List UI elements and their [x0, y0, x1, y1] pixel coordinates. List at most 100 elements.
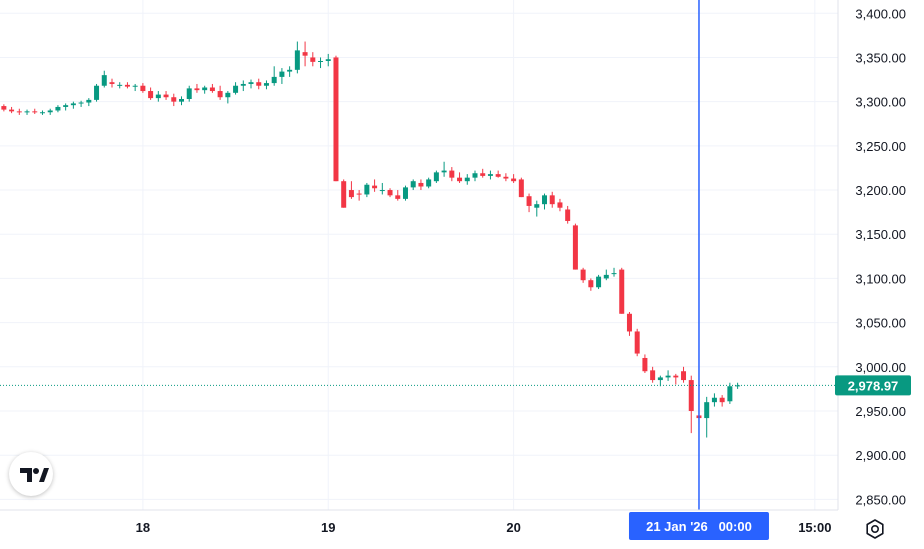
candle [171, 93, 177, 107]
candle [140, 83, 146, 93]
candle [240, 80, 246, 92]
candle [248, 79, 254, 89]
settings-gear-icon[interactable] [860, 514, 890, 544]
candle [287, 66, 293, 77]
candle-body [681, 371, 687, 381]
candle-body [194, 88, 200, 91]
candle [395, 190, 401, 201]
candle-body [588, 280, 594, 288]
candle [549, 191, 555, 208]
candle [480, 168, 486, 178]
candle [179, 96, 185, 106]
tradingview-logo-glyph [20, 468, 49, 482]
candle [495, 170, 501, 178]
candle-body [155, 94, 161, 99]
candle [279, 68, 285, 84]
price-axis[interactable]: 3,400.00 3,350.00 3,300.00 3,250.00 3,200.00… [855, 6, 906, 507]
candle [433, 170, 439, 183]
candle-body [387, 190, 393, 196]
time-axis[interactable]: 18 19 20 15:00 [136, 520, 832, 535]
candle [487, 170, 493, 180]
price-tick-label: 3,350.00 [855, 50, 906, 65]
candle-body [248, 82, 254, 84]
crosshair-time-label: 21 Jan '26 00:00 [646, 519, 752, 534]
candle-body [464, 177, 470, 182]
candles [1, 41, 741, 438]
candle-body [341, 181, 347, 208]
settings-gear-glyph [866, 519, 884, 539]
candle-body [542, 195, 548, 205]
candle-body [179, 98, 185, 102]
candle-body [233, 85, 239, 93]
candle-body [140, 85, 146, 92]
candle-body [163, 94, 169, 98]
time-tick-label: 19 [321, 520, 335, 535]
candle-body [302, 52, 308, 56]
price-tick-label: 3,000.00 [855, 360, 906, 375]
candle [1, 104, 7, 112]
candle-body [256, 82, 262, 86]
candle [372, 179, 378, 192]
candle-body [16, 111, 22, 113]
candle-body [294, 50, 300, 70]
candle-body [433, 172, 439, 182]
candle [263, 80, 269, 90]
candle [526, 193, 532, 213]
candle [101, 70, 107, 88]
candle [642, 354, 648, 373]
candle-body [449, 170, 455, 178]
candle [70, 101, 76, 109]
candle [271, 66, 277, 86]
candle-body [325, 59, 331, 61]
candle [302, 41, 308, 67]
candle [163, 91, 169, 100]
candle-body [209, 87, 215, 92]
candle [132, 83, 138, 92]
price-tick-label: 3,300.00 [855, 95, 906, 110]
last-price-badge: 2,978.97 [835, 375, 911, 396]
candle-body [565, 209, 571, 221]
price-tick-label: 3,200.00 [855, 183, 906, 198]
candle [379, 182, 385, 195]
candle [711, 393, 717, 407]
candle [348, 181, 354, 199]
candle [94, 83, 100, 102]
price-tick-label: 3,250.00 [855, 139, 906, 154]
candle-body [271, 76, 277, 84]
candle-body [665, 375, 671, 378]
tradingview-logo-icon[interactable] [9, 452, 53, 496]
candle-body [395, 195, 401, 199]
candle-body [55, 106, 61, 111]
candle-body [518, 179, 524, 198]
candle [603, 269, 609, 281]
candle [78, 100, 84, 107]
candle-body [657, 377, 663, 381]
candle [673, 373, 679, 385]
candle [572, 223, 578, 270]
candle-body [171, 97, 177, 102]
candle-body [63, 105, 69, 107]
candle [16, 108, 22, 115]
candle-body [688, 380, 694, 412]
candle [472, 170, 478, 182]
time-tick-label: 15:00 [798, 520, 831, 535]
price-tick-label: 3,150.00 [855, 227, 906, 242]
candle [596, 274, 602, 290]
candle [186, 85, 192, 102]
candle [511, 174, 517, 183]
candle [155, 91, 161, 102]
candle-body [279, 71, 285, 77]
candle-body [526, 196, 532, 206]
candle [117, 82, 123, 89]
candle [557, 198, 563, 212]
candle [518, 177, 524, 198]
candle [657, 375, 663, 387]
candle-body [487, 174, 493, 176]
candle [124, 82, 130, 89]
candle [39, 110, 45, 115]
candle-body [117, 84, 123, 86]
candle-body [503, 176, 509, 179]
candle [194, 83, 200, 93]
candle [588, 278, 594, 291]
